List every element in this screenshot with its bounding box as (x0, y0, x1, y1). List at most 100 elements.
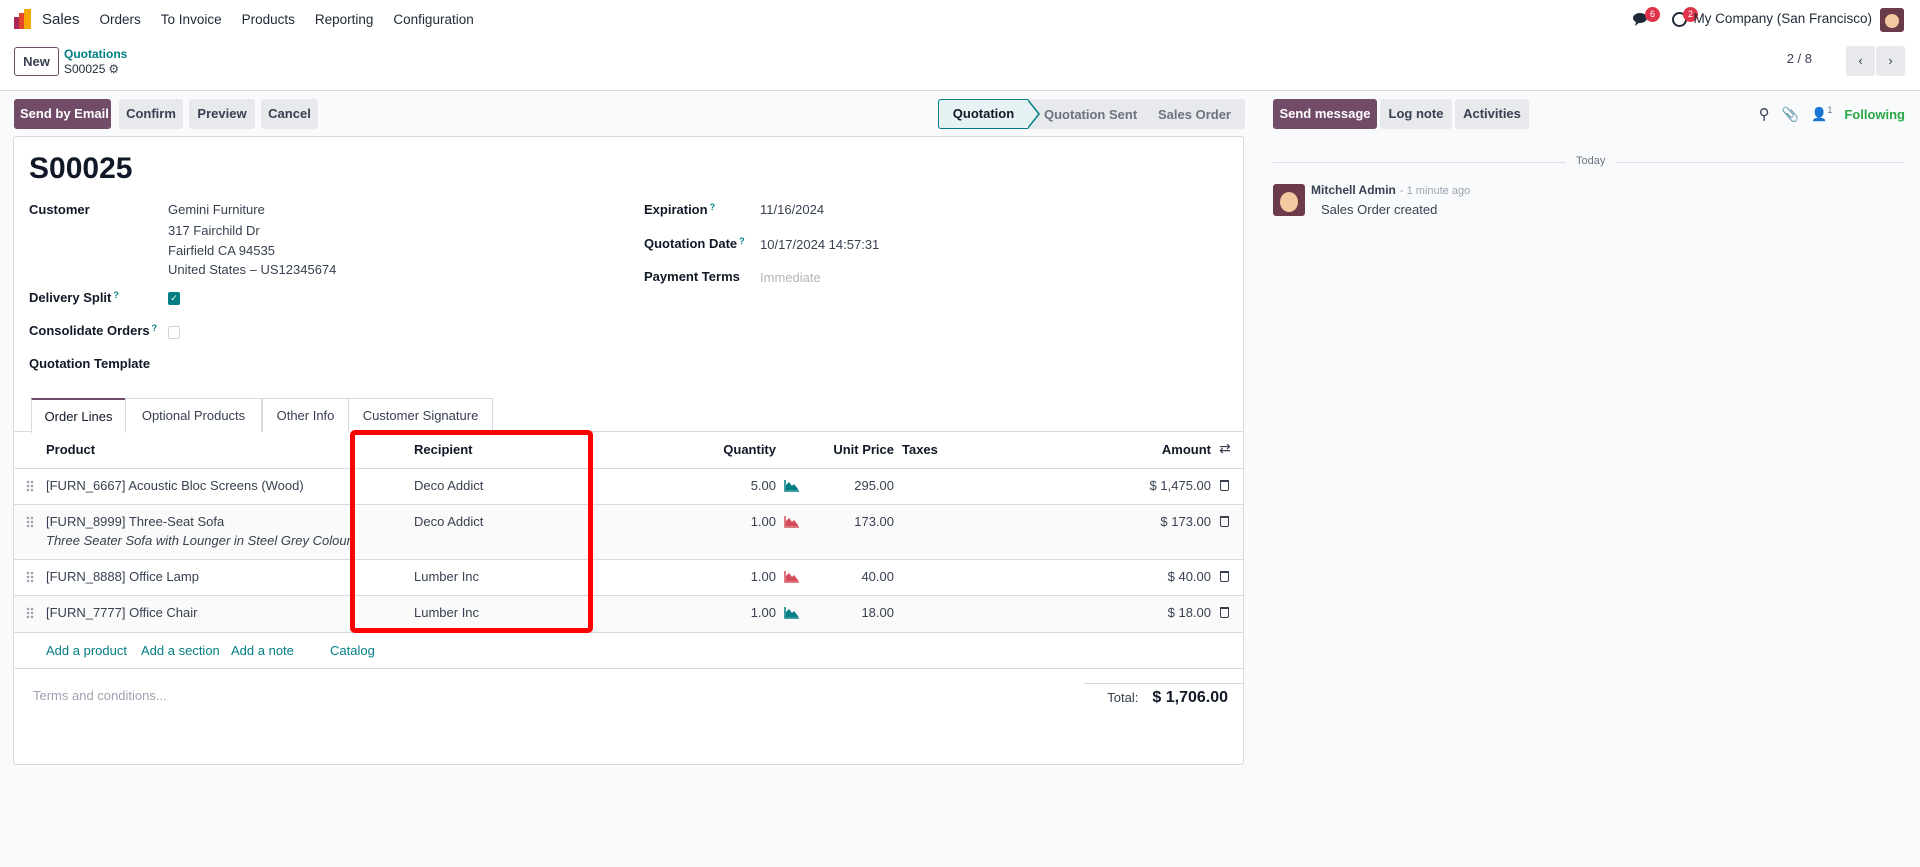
trash-icon[interactable] (1220, 480, 1229, 491)
tab-other-info[interactable]: Other Info (262, 398, 349, 432)
col-taxes[interactable]: Taxes (902, 442, 938, 457)
help-icon[interactable]: ? (113, 290, 119, 300)
product-cell[interactable]: [FURN_6667] Acoustic Bloc Screens (Wood) (46, 478, 304, 493)
messages-icon[interactable] (1633, 12, 1649, 26)
send-message-button[interactable]: Send message (1273, 99, 1377, 129)
product-description[interactable]: Three Seater Sofa with Lounger in Steel … (46, 533, 351, 548)
table-row[interactable] (14, 468, 1243, 504)
confirm-button[interactable]: Confirm (119, 99, 183, 129)
user-avatar[interactable] (1880, 8, 1904, 32)
recipient-highlight-box (350, 430, 593, 633)
search-messages-icon[interactable]: ⚲ (1758, 106, 1770, 123)
unit-price-cell[interactable]: 40.00 (861, 569, 894, 584)
amount-cell: $ 173.00 (1160, 514, 1211, 529)
company-switcher[interactable]: My Company (San Francisco) (1693, 11, 1872, 26)
main-menu: Sales Orders To Invoice Products Reporti… (42, 0, 474, 38)
table-row[interactable] (14, 559, 1243, 595)
forecast-chart-icon[interactable] (784, 607, 799, 619)
col-unit-price[interactable]: Unit Price (833, 442, 894, 457)
following-button[interactable]: Following (1844, 106, 1905, 122)
recipient-cell[interactable]: Lumber Inc (414, 605, 480, 620)
quantity-cell[interactable]: 1.00 (750, 514, 776, 529)
quantity-cell[interactable]: 1.00 (750, 605, 776, 620)
help-icon[interactable]: ? (151, 323, 158, 333)
app-name[interactable]: Sales (42, 10, 80, 28)
menu-orders[interactable]: Orders (99, 11, 141, 27)
col-recipient[interactable]: Recipient (414, 442, 473, 457)
col-product[interactable]: Product (46, 442, 96, 457)
stage-quotation-sent[interactable]: Quotation Sent (1044, 106, 1138, 122)
cancel-button[interactable]: Cancel (261, 99, 318, 129)
product-cell[interactable]: [FURN_8888] Office Lamp (46, 569, 199, 584)
quantity-cell[interactable]: 1.00 (750, 569, 776, 584)
pager-value[interactable]: 2 / 8 (1786, 51, 1812, 66)
sales-app-logo[interactable] (14, 9, 32, 29)
unit-price-cell[interactable]: 173.00 (854, 514, 894, 529)
recipient-cell[interactable]: Lumber Inc (414, 569, 480, 584)
add-product-link[interactable]: Add a product (46, 643, 127, 658)
menu-reporting[interactable]: Reporting (314, 11, 374, 27)
recipient-cell[interactable]: Deco Addict (414, 478, 484, 493)
consolidate-orders-text: Consolidate Orders (29, 323, 150, 338)
terms-conditions-field[interactable]: Terms and conditions... (33, 688, 167, 703)
quantity-cell[interactable]: 5.00 (750, 478, 776, 493)
breadcrumb-current: S00025 (64, 62, 106, 76)
forecast-chart-icon[interactable] (784, 516, 799, 528)
tab-optional-products[interactable]: Optional Products (125, 398, 262, 432)
add-section-link[interactable]: Add a section (141, 643, 220, 658)
forecast-chart-icon[interactable] (784, 480, 799, 492)
menu-to-invoice[interactable]: To Invoice (160, 11, 222, 27)
table-row[interactable] (14, 595, 1243, 632)
new-button[interactable]: New (14, 47, 59, 76)
log-note-button[interactable]: Log note (1380, 99, 1452, 129)
activities-badge: 2 (1683, 7, 1698, 22)
menu-configuration[interactable]: Configuration (393, 11, 474, 27)
unit-price-cell[interactable]: 18.00 (861, 605, 894, 620)
send-by-email-button[interactable]: Send by Email (14, 99, 111, 129)
gear-icon[interactable]: ⚙ (108, 62, 120, 76)
drag-handle-icon[interactable] (26, 516, 34, 528)
drag-handle-icon[interactable] (26, 607, 34, 619)
drag-handle-icon[interactable] (26, 571, 34, 583)
col-quantity[interactable]: Quantity (723, 442, 776, 457)
tab-order-lines[interactable]: Order Lines (31, 398, 126, 433)
quotation-date-label: Quotation Date? (644, 236, 745, 251)
table-row[interactable] (14, 504, 1243, 559)
followers-button[interactable]: 👤1 (1811, 105, 1832, 122)
expiration-field[interactable]: 11/16/2024 (760, 202, 825, 217)
expiration-label: Expiration? (644, 202, 715, 217)
optional-columns-icon[interactable]: ⇄ (1219, 440, 1231, 456)
product-cell[interactable]: [FURN_7777] Office Chair (46, 605, 198, 620)
catalog-link[interactable]: Catalog (330, 643, 375, 658)
breadcrumb-quotations[interactable]: Quotations (64, 47, 128, 61)
total-row: Total: $ 1,706.00 (1107, 689, 1228, 707)
customer-name[interactable]: Gemini Furniture (168, 202, 265, 217)
recipient-cell[interactable]: Deco Addict (414, 514, 484, 529)
delivery-split-checkbox[interactable]: ✓ (168, 292, 180, 305)
trash-icon[interactable] (1220, 516, 1229, 527)
trash-icon[interactable] (1220, 571, 1229, 582)
tab-customer-signature[interactable]: Customer Signature (348, 398, 493, 432)
add-note-link[interactable]: Add a note (231, 643, 294, 658)
pager-next-button[interactable]: › (1876, 46, 1905, 76)
activities-button[interactable]: Activities (1455, 99, 1529, 129)
trash-icon[interactable] (1220, 607, 1229, 618)
preview-button[interactable]: Preview (189, 99, 255, 129)
pager-previous-button[interactable]: ‹ (1846, 46, 1875, 76)
menu-products[interactable]: Products (241, 11, 295, 27)
stage-quotation[interactable]: Quotation (938, 99, 1040, 129)
author-avatar[interactable] (1273, 184, 1305, 216)
consolidate-orders-checkbox[interactable] (168, 326, 180, 339)
quotation-date-field[interactable]: 10/17/2024 14:57:31 (760, 237, 880, 252)
message-author[interactable]: Mitchell Admin (1311, 183, 1396, 197)
payment-terms-field[interactable]: Immediate (760, 270, 821, 285)
col-amount[interactable]: Amount (1161, 442, 1211, 457)
product-cell[interactable]: [FURN_8999] Three-Seat Sofa (46, 514, 225, 529)
drag-handle-icon[interactable] (26, 480, 34, 492)
attachment-paperclip-icon[interactable]: 📎 (1781, 105, 1800, 122)
help-icon[interactable]: ? (739, 236, 745, 246)
forecast-chart-icon[interactable] (784, 571, 799, 583)
help-icon[interactable]: ? (709, 202, 716, 212)
stage-sales-order[interactable]: Sales Order (1158, 106, 1231, 122)
unit-price-cell[interactable]: 295.00 (854, 478, 894, 493)
